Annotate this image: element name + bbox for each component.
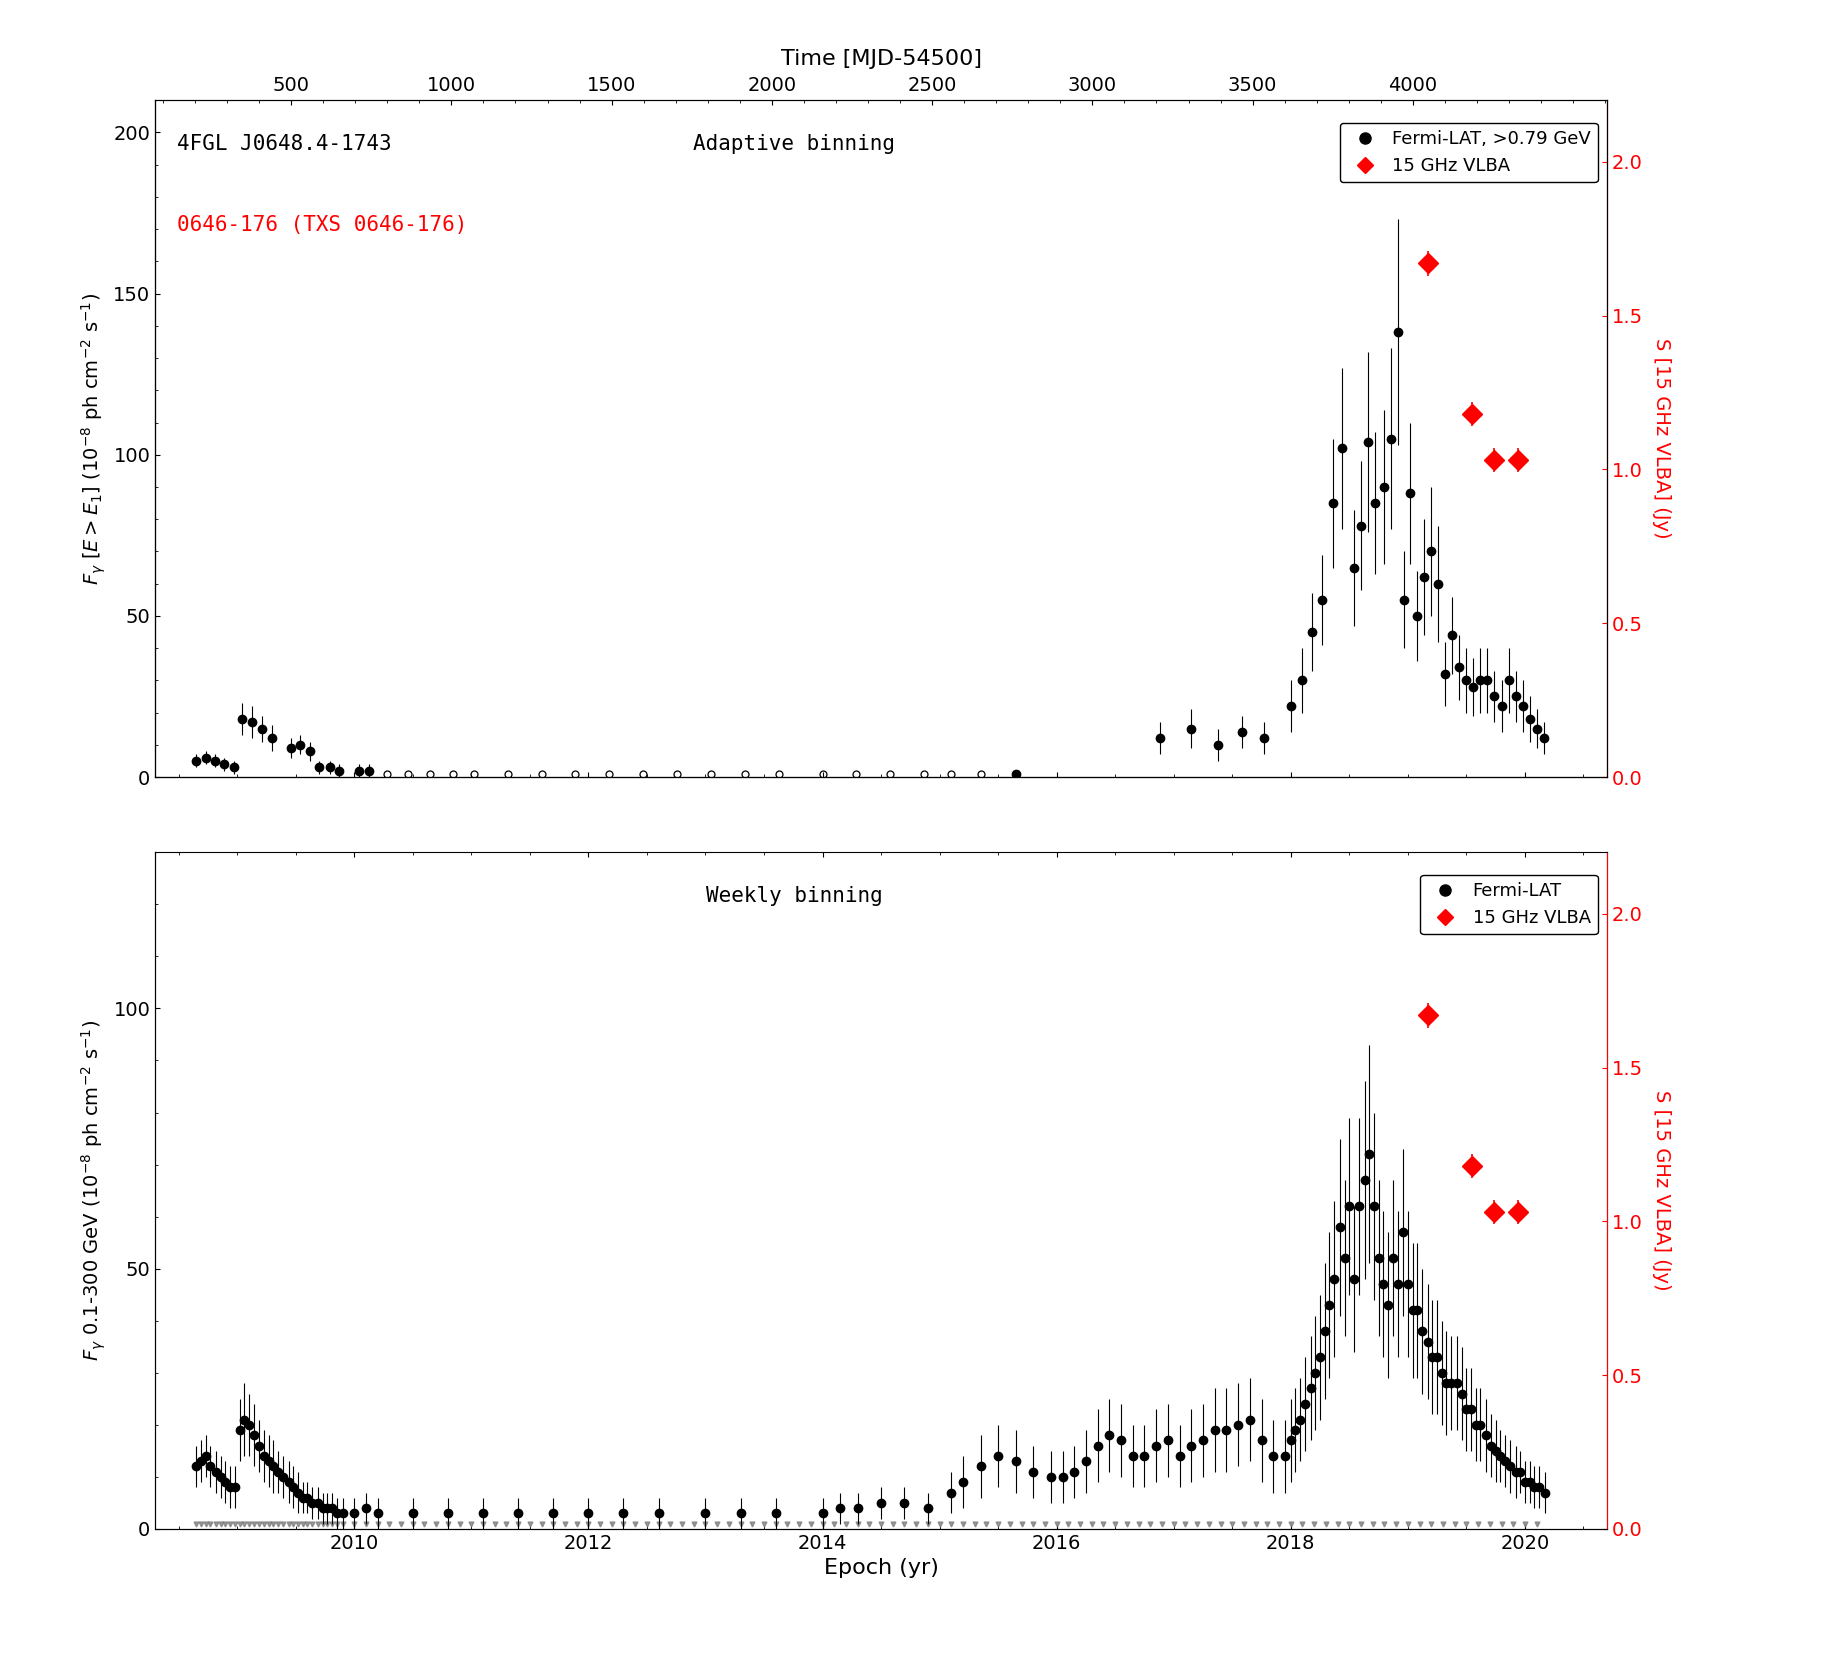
Text: Adaptive binning: Adaptive binning xyxy=(692,134,895,154)
Y-axis label: $F_\gamma\ [E{>}E_1]\ (10^{-8}\ \mathrm{ph\ cm^{-2}\ s^{-1}})$: $F_\gamma\ [E{>}E_1]\ (10^{-8}\ \mathrm{… xyxy=(79,292,108,585)
Legend: Fermi-LAT, 15 GHz VLBA: Fermi-LAT, 15 GHz VLBA xyxy=(1421,876,1598,934)
X-axis label: Epoch (yr): Epoch (yr) xyxy=(824,1559,939,1579)
Legend: Fermi-LAT, >0.79 GeV, 15 GHz VLBA: Fermi-LAT, >0.79 GeV, 15 GHz VLBA xyxy=(1340,124,1598,182)
Text: 0646-176 (TXS 0646-176): 0646-176 (TXS 0646-176) xyxy=(177,216,467,236)
Text: Weekly binning: Weekly binning xyxy=(705,886,882,906)
Y-axis label: S [15 GHz VLBA] (Jy): S [15 GHz VLBA] (Jy) xyxy=(1653,338,1671,540)
Text: 4FGL J0648.4-1743: 4FGL J0648.4-1743 xyxy=(177,134,391,154)
Y-axis label: $F_\gamma\ 0.1\text{-}300\ \mathrm{GeV}\ (10^{-8}\ \mathrm{ph\ cm^{-2}\ s^{-1}}): $F_\gamma\ 0.1\text{-}300\ \mathrm{GeV}\… xyxy=(80,1019,108,1362)
X-axis label: Time [MJD-54500]: Time [MJD-54500] xyxy=(780,48,982,69)
Y-axis label: S [15 GHz VLBA] (Jy): S [15 GHz VLBA] (Jy) xyxy=(1653,1089,1671,1292)
